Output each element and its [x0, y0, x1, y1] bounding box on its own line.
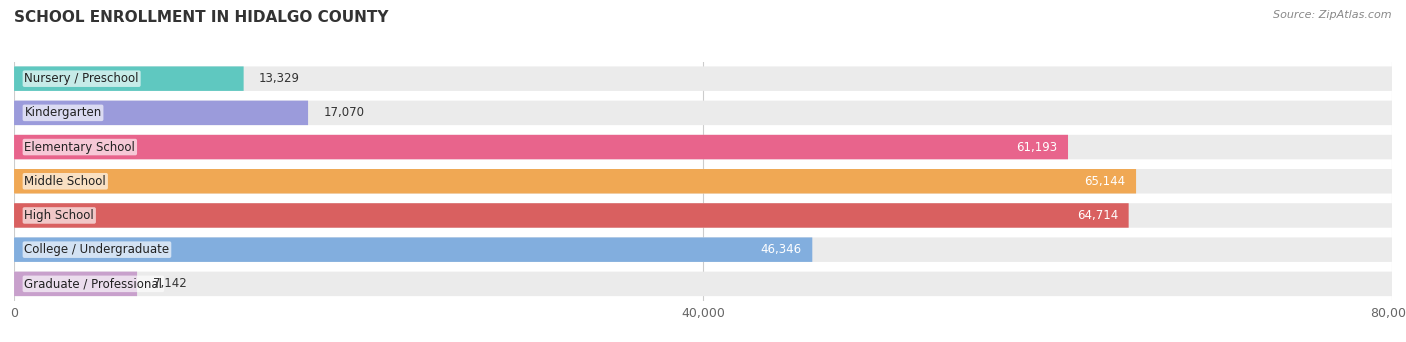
- FancyBboxPatch shape: [14, 203, 1129, 228]
- FancyBboxPatch shape: [14, 169, 1392, 194]
- Text: Graduate / Professional: Graduate / Professional: [24, 277, 163, 290]
- FancyBboxPatch shape: [14, 237, 1392, 262]
- Text: 64,714: 64,714: [1077, 209, 1118, 222]
- Text: College / Undergraduate: College / Undergraduate: [24, 243, 170, 256]
- FancyBboxPatch shape: [14, 237, 813, 262]
- FancyBboxPatch shape: [14, 66, 243, 91]
- FancyBboxPatch shape: [14, 101, 1392, 125]
- Text: 17,070: 17,070: [323, 106, 364, 119]
- FancyBboxPatch shape: [14, 135, 1392, 159]
- FancyBboxPatch shape: [14, 272, 136, 296]
- Text: Elementary School: Elementary School: [24, 141, 135, 154]
- Text: 7,142: 7,142: [153, 277, 187, 290]
- FancyBboxPatch shape: [14, 135, 1069, 159]
- Text: 13,329: 13,329: [259, 72, 299, 85]
- FancyBboxPatch shape: [14, 169, 1136, 194]
- Text: Middle School: Middle School: [24, 175, 105, 188]
- Text: Source: ZipAtlas.com: Source: ZipAtlas.com: [1274, 10, 1392, 20]
- Text: SCHOOL ENROLLMENT IN HIDALGO COUNTY: SCHOOL ENROLLMENT IN HIDALGO COUNTY: [14, 10, 388, 25]
- FancyBboxPatch shape: [14, 66, 1392, 91]
- Text: 46,346: 46,346: [761, 243, 801, 256]
- FancyBboxPatch shape: [14, 101, 308, 125]
- Text: Kindergarten: Kindergarten: [24, 106, 101, 119]
- Text: 65,144: 65,144: [1084, 175, 1126, 188]
- Text: 61,193: 61,193: [1017, 141, 1057, 154]
- Text: Nursery / Preschool: Nursery / Preschool: [24, 72, 139, 85]
- FancyBboxPatch shape: [14, 203, 1392, 228]
- Text: High School: High School: [24, 209, 94, 222]
- FancyBboxPatch shape: [14, 272, 1392, 296]
